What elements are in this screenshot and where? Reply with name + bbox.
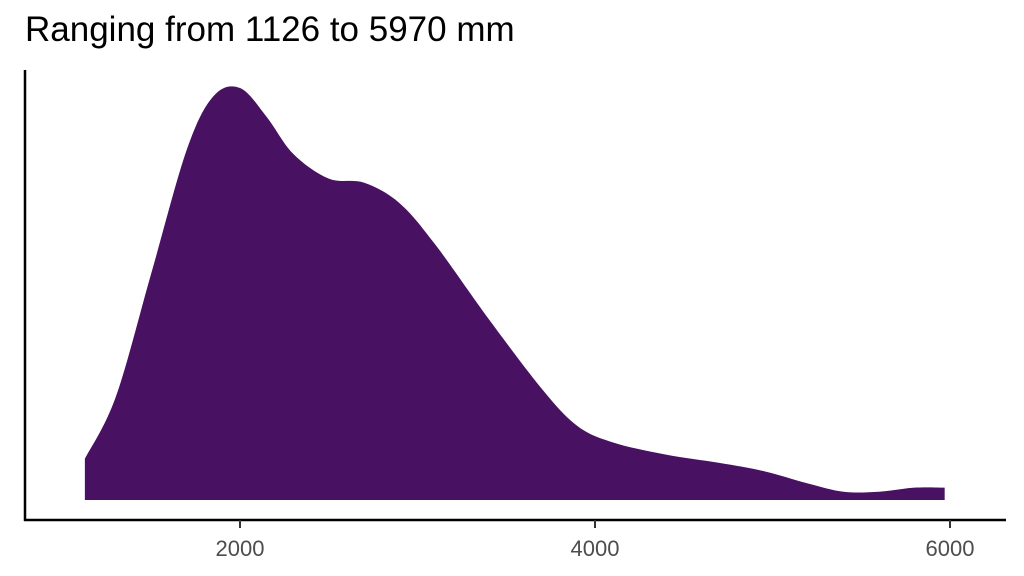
chart-title: Ranging from 1126 to 5970 mm <box>25 10 515 49</box>
x-tick-label: 4000 <box>571 536 620 561</box>
density-area <box>84 86 945 500</box>
x-tick-label: 2000 <box>216 536 265 561</box>
x-axis-ticks: 2000 4000 6000 <box>216 520 975 561</box>
x-tick-label: 6000 <box>926 536 975 561</box>
